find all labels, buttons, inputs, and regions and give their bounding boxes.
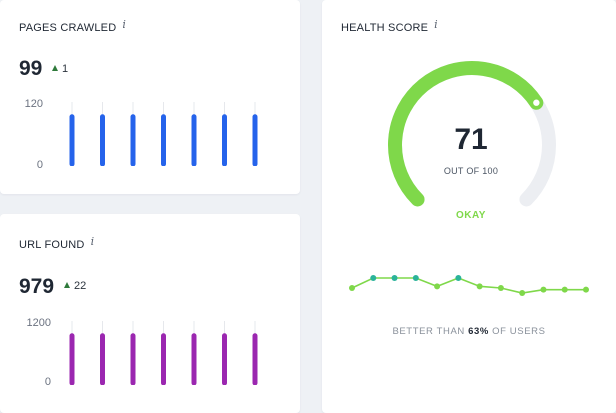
url-found-title: URL FOUND i [19, 235, 95, 251]
pages-crawled-value: 99 [19, 57, 43, 80]
trend-point[interactable] [349, 285, 355, 291]
better-than-value: 63% [468, 326, 489, 337]
info-icon[interactable]: i [434, 18, 438, 31]
url-found-value: 979 [19, 275, 55, 298]
trend-up-icon [64, 282, 70, 288]
url-found-title-text: URL FOUND [19, 239, 85, 251]
health-score-status: OKAY [456, 210, 486, 221]
trend-point[interactable] [370, 275, 377, 281]
info-icon[interactable]: i [122, 18, 127, 31]
pages-crawled-card: PAGES CRAWLED i 99 1 120 0 [0, 0, 300, 194]
axis-max-label: 120 [24, 98, 43, 110]
trend-point[interactable] [519, 290, 526, 296]
pages-crawled-delta-value: 1 [62, 63, 69, 75]
pages-crawled-title-text: PAGES CRAWLED [19, 22, 117, 34]
pages-crawled-bar-chart [69, 102, 258, 166]
gauge-fill [388, 61, 544, 207]
gauge-knob [533, 99, 540, 106]
trend-line [351, 277, 586, 294]
pages-crawled-delta: 1 [52, 63, 68, 75]
url-found-card: URL FOUND i 979 22 1200 0 [0, 214, 300, 413]
url-found-delta: 22 [64, 280, 86, 292]
trend-point[interactable] [540, 286, 547, 293]
trend-up-icon [52, 65, 58, 71]
better-than-suffix: OF USERS [492, 326, 546, 337]
axis-min-label: 0 [36, 159, 43, 171]
better-than-prefix: BETTER THAN [392, 326, 465, 337]
axis-max-label: 1200 [26, 317, 51, 329]
health-score-title-text: HEALTH SCORE [341, 22, 429, 34]
trend-point[interactable] [455, 275, 462, 281]
health-score-gauge [388, 61, 556, 207]
url-found-delta-value: 22 [74, 280, 87, 292]
health-score-title: HEALTH SCORE i [341, 18, 438, 34]
health-score-trend [349, 275, 589, 296]
health-score-card: HEALTH SCORE i 71 OUT OF 100 OKAY BETTER … [322, 0, 616, 413]
axis-min-label: 0 [44, 376, 51, 388]
url-found-bar-chart [69, 321, 258, 385]
trend-point[interactable] [476, 283, 483, 290]
trend-point[interactable] [561, 286, 568, 293]
trend-point[interactable] [434, 283, 441, 290]
better-than-users: BETTER THAN 63% OF USERS [322, 326, 616, 337]
pages-crawled-title: PAGES CRAWLED i [19, 18, 127, 34]
trend-point[interactable] [497, 285, 504, 291]
health-score-value: 71 [454, 123, 488, 156]
trend-point[interactable] [412, 275, 419, 281]
trend-point[interactable] [583, 286, 589, 293]
trend-point[interactable] [391, 275, 398, 281]
health-score-out-of: OUT OF 100 [443, 166, 499, 176]
info-icon[interactable]: i [90, 235, 95, 248]
